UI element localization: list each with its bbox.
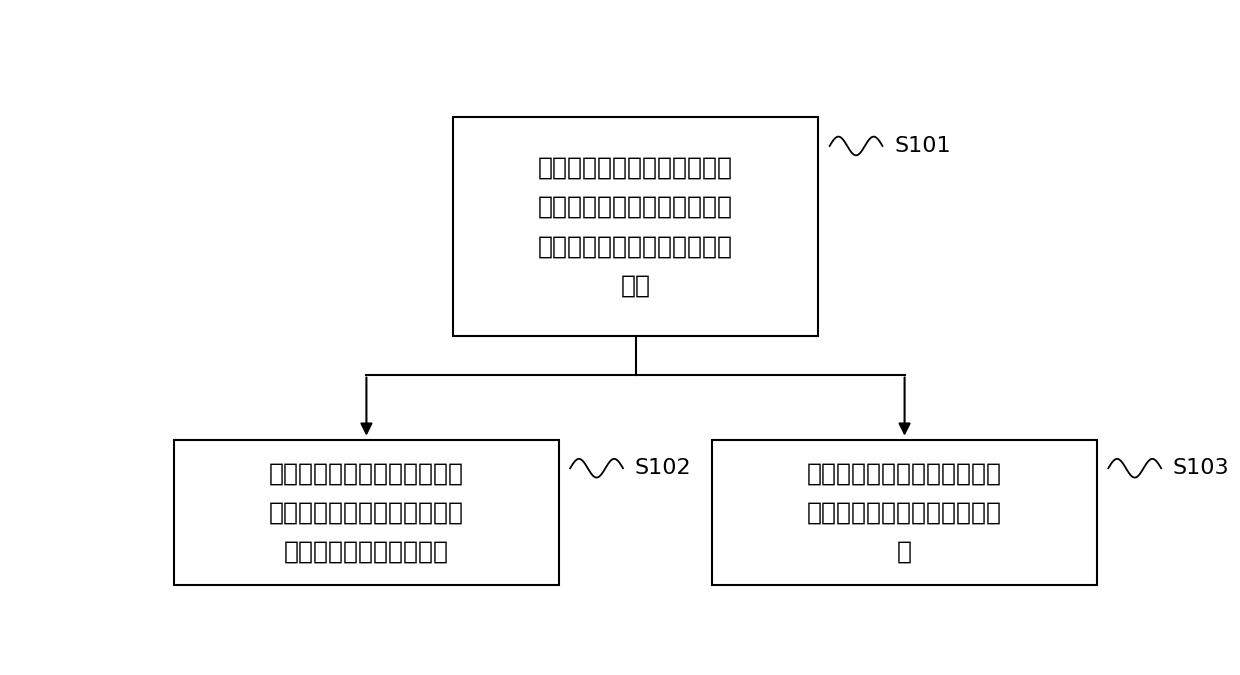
Bar: [174, 439, 558, 585]
Text: S102: S102: [635, 458, 691, 478]
Bar: [453, 117, 818, 335]
Text: 若工作状态为等待作业状态或
单机运行状态，则控制调车机
车进入动力电池供电模式: 若工作状态为等待作业状态或 单机运行状态，则控制调车机 车进入动力电池供电模式: [269, 461, 464, 564]
Text: S101: S101: [894, 136, 951, 156]
Text: S103: S103: [1173, 458, 1229, 478]
Bar: [713, 439, 1097, 585]
Text: 获取调车机车的工作状态，工
作状态具体为等待作业状态、
单机运行状态或调车状态中的
一种: 获取调车机车的工作状态，工 作状态具体为等待作业状态、 单机运行状态或调车状态中…: [538, 156, 733, 297]
Text: 若工作状态为调车状态，则控
制调车机车进入柴油机供电模
式: 若工作状态为调车状态，则控 制调车机车进入柴油机供电模 式: [807, 461, 1002, 564]
